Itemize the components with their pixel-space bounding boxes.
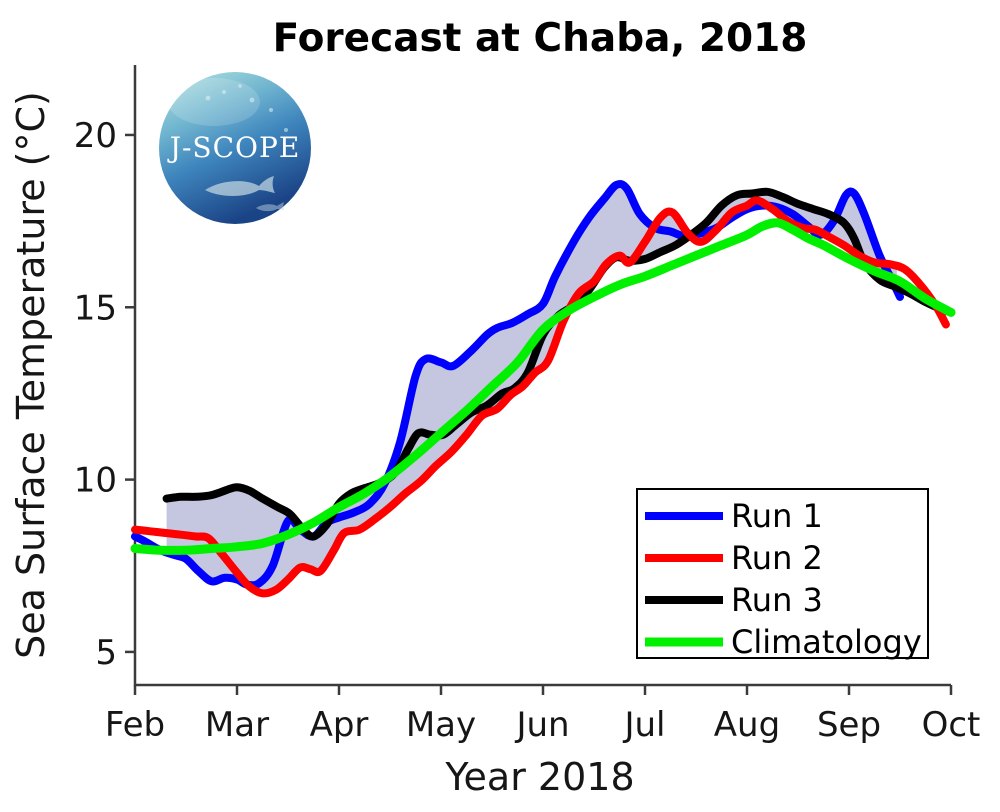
x-tick-label-mar: Mar xyxy=(205,705,269,745)
x-tick-label-may: May xyxy=(406,705,476,745)
plot-area: Feb Mar Apr May Jun Jul Aug Sep Oct 5 10 15 20 xyxy=(74,65,981,745)
chart-title: Forecast at Chaba, 2018 xyxy=(273,16,808,61)
y-axis-label: Sea Surface Temperature (°C) xyxy=(9,91,53,659)
climatology-line xyxy=(130,218,956,555)
x-axis-label: Year 2018 xyxy=(444,755,634,799)
fish-icon xyxy=(205,176,275,196)
legend-label-run-3: Run 3 xyxy=(731,581,823,619)
small-fish-icon xyxy=(256,202,284,212)
logo-bubbles xyxy=(205,84,288,132)
y-tick-label-5: 5 xyxy=(95,633,117,673)
x-tick-label-apr: Apr xyxy=(310,705,369,745)
legend-label-run-1: Run 1 xyxy=(731,497,823,535)
ensemble-spread-band xyxy=(166,186,897,593)
jscope-logo: J-SCOPE xyxy=(159,72,311,224)
run-2-line xyxy=(131,196,950,598)
legend-label-run-2: Run 2 xyxy=(731,539,823,577)
x-tick-label-oct: Oct xyxy=(922,705,981,745)
x-tick-label-jul: Jul xyxy=(622,705,665,745)
y-tick-label-20: 20 xyxy=(74,116,117,156)
y-tick-label-15: 15 xyxy=(74,288,117,328)
jscope-logo-text: J-SCOPE xyxy=(167,131,301,164)
legend: Run 1 Run 2 Run 3 Climatology xyxy=(636,488,929,661)
legend-label-climatology: Climatology xyxy=(731,623,922,661)
logo-light-rays xyxy=(168,78,260,126)
y-tick-label-10: 10 xyxy=(74,461,117,501)
x-tick-label-aug: Aug xyxy=(714,705,780,745)
x-tick-label-jun: Jun xyxy=(514,705,569,745)
x-tick-label-feb: Feb xyxy=(105,705,165,745)
x-tick-label-sep: Sep xyxy=(817,705,881,745)
